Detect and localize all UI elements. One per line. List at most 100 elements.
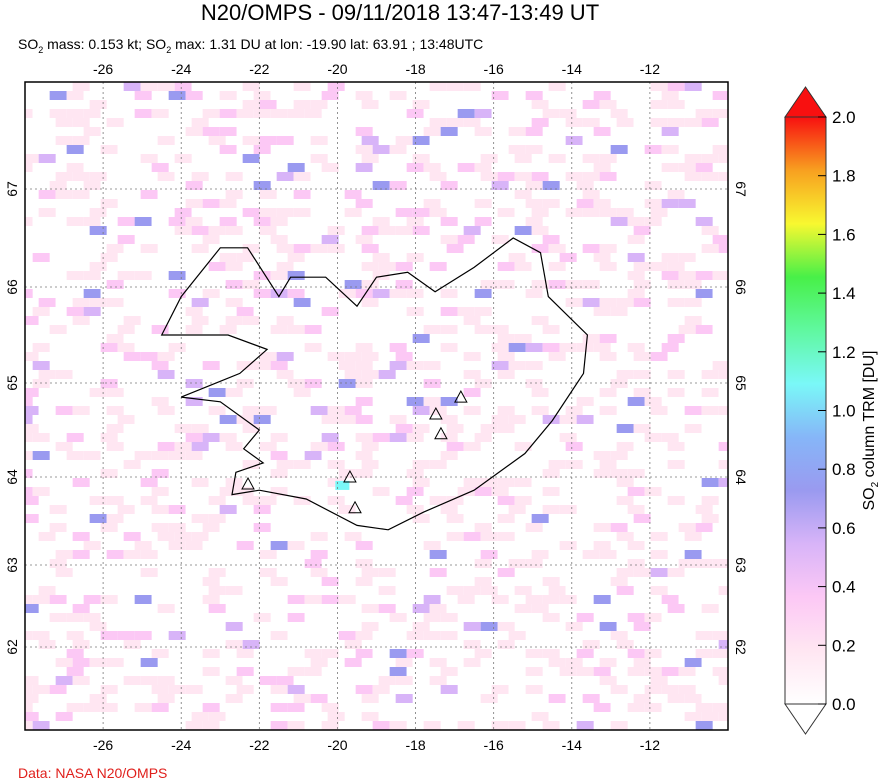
so2-pixel xyxy=(72,550,90,559)
so2-pixel xyxy=(185,415,203,424)
so2-pixel xyxy=(593,109,611,118)
so2-pixel xyxy=(406,145,424,154)
so2-pixel xyxy=(89,298,107,307)
so2-pixel xyxy=(372,631,390,640)
so2-pixel xyxy=(576,721,594,730)
so2-pixel xyxy=(208,262,226,271)
so2-pixel xyxy=(457,649,475,658)
so2-pixel xyxy=(191,118,209,127)
so2-pixel xyxy=(582,118,600,127)
so2-pixel xyxy=(100,487,118,496)
so2-pixel xyxy=(372,613,390,622)
so2-pixel xyxy=(106,442,124,451)
so2-pixel xyxy=(616,352,634,361)
so2-pixel xyxy=(49,325,67,334)
so2-pixel xyxy=(123,676,141,685)
so2-pixel xyxy=(293,172,311,181)
so2-pixel xyxy=(361,568,379,577)
so2-pixel xyxy=(531,226,549,235)
so2-pixel xyxy=(253,505,271,514)
so2-pixel xyxy=(55,388,73,397)
so2-pixel xyxy=(219,163,237,172)
so2-pixel xyxy=(310,208,328,217)
so2-pixel xyxy=(644,433,662,442)
so2-pixel xyxy=(531,100,549,109)
so2-pixel xyxy=(89,388,107,397)
so2-pixel xyxy=(202,217,220,226)
so2-pixel xyxy=(650,226,668,235)
so2-pixel xyxy=(497,712,515,721)
so2-pixel xyxy=(633,460,651,469)
so2-pixel xyxy=(610,217,628,226)
so2-pixel xyxy=(525,253,543,262)
so2-pixel xyxy=(718,388,728,397)
so2-pixel xyxy=(389,91,407,100)
so2-pixel xyxy=(389,181,407,190)
so2-pixel xyxy=(202,721,220,730)
so2-pixel xyxy=(202,451,220,460)
so2-pixel xyxy=(270,721,288,730)
so2-pixel xyxy=(55,568,73,577)
so2-pixel xyxy=(327,244,345,253)
so2-pixel xyxy=(287,415,305,424)
so2-pixel xyxy=(695,631,713,640)
so2-pixel xyxy=(389,721,407,730)
so2-pixel xyxy=(701,244,719,253)
so2-pixel xyxy=(117,343,135,352)
so2-pixel xyxy=(440,127,458,136)
so2-pixel xyxy=(208,568,226,577)
so2-pixel xyxy=(480,478,498,487)
so2-pixel xyxy=(429,658,447,667)
so2-pixel xyxy=(542,721,560,730)
so2-pixel xyxy=(32,469,50,478)
so2-pixel xyxy=(253,163,271,172)
so2-pixel xyxy=(474,487,492,496)
so2-pixel xyxy=(531,514,549,523)
so2-pixel xyxy=(582,694,600,703)
so2-pixel xyxy=(123,514,141,523)
so2-pixel xyxy=(508,415,526,424)
so2-pixel xyxy=(117,415,135,424)
so2-pixel xyxy=(225,280,243,289)
so2-pixel xyxy=(695,325,713,334)
so2-pixel xyxy=(599,676,617,685)
so2-pixel xyxy=(361,298,379,307)
so2-pixel xyxy=(372,433,390,442)
so2-pixel xyxy=(497,352,515,361)
so2-pixel xyxy=(321,631,339,640)
so2-pixel xyxy=(372,217,390,226)
so2-pixel xyxy=(117,325,135,334)
so2-pixel xyxy=(123,460,141,469)
so2-pixel xyxy=(389,271,407,280)
so2-pixel xyxy=(321,343,339,352)
so2-pixel xyxy=(684,172,702,181)
so2-pixel xyxy=(270,649,288,658)
so2-pixel xyxy=(423,289,441,298)
so2-pixel xyxy=(25,289,33,298)
so2-pixel xyxy=(157,532,175,541)
so2-pixel xyxy=(140,154,158,163)
so2-pixel xyxy=(650,532,668,541)
so2-pixel xyxy=(650,100,668,109)
so2-pixel xyxy=(361,604,379,613)
so2-pixel xyxy=(321,721,339,730)
so2-pixel xyxy=(508,163,526,172)
so2-pixel xyxy=(202,109,220,118)
lat-tick-label: 66 xyxy=(733,279,749,295)
so2-pixel xyxy=(191,82,209,91)
so2-pixel xyxy=(457,469,475,478)
so2-pixel xyxy=(480,694,498,703)
so2-pixel xyxy=(701,658,719,667)
so2-pixel xyxy=(480,208,498,217)
so2-pixel xyxy=(378,460,396,469)
so2-pixel xyxy=(168,613,186,622)
so2-pixel xyxy=(440,667,458,676)
lat-tick-label: 64 xyxy=(4,469,20,485)
so2-pixel xyxy=(321,649,339,658)
so2-pixel xyxy=(225,388,243,397)
so2-pixel xyxy=(440,199,458,208)
so2-pixel xyxy=(140,424,158,433)
so2-pixel xyxy=(457,361,475,370)
so2-pixel xyxy=(287,307,305,316)
so2-pixel xyxy=(293,388,311,397)
